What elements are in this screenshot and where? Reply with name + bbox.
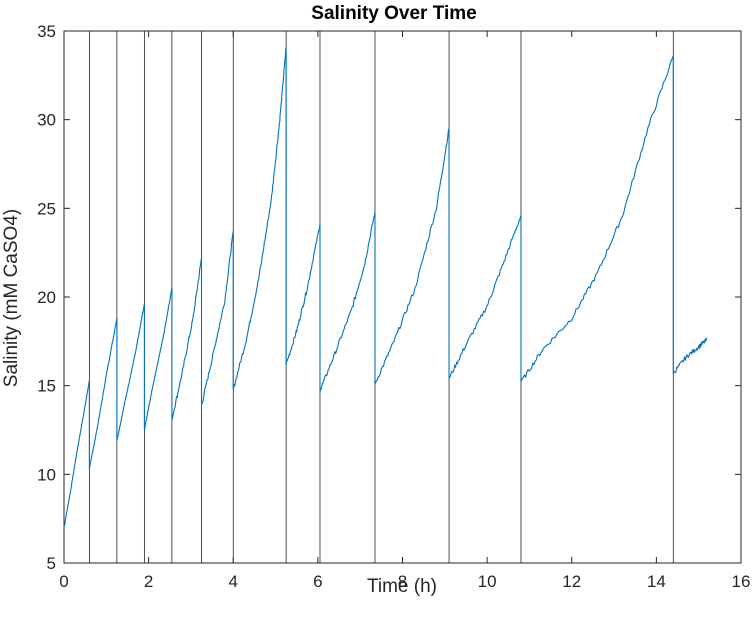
series-segment-0 <box>63 380 90 528</box>
series-segment-6 <box>232 46 287 390</box>
y-tick-label-15: 15 <box>37 377 56 396</box>
x-tick-label-6: 6 <box>313 572 322 591</box>
x-tick-label-10: 10 <box>478 572 497 591</box>
series-segment-10 <box>448 215 522 379</box>
plot-area: 0 2 4 6 8 10 12 14 16 5 10 15 20 25 30 35 <box>37 22 750 591</box>
y-tick-label-20: 20 <box>37 288 56 307</box>
series-segment-5 <box>200 231 234 406</box>
axes-box <box>63 30 742 564</box>
y-tick-label-35: 35 <box>37 22 56 41</box>
x-tick-label-14: 14 <box>647 572 666 591</box>
y-tick-label-30: 30 <box>37 111 56 130</box>
series-segment-2 <box>116 303 145 441</box>
series-segment-8 <box>319 211 376 392</box>
x-tick-label-8: 8 <box>398 572 407 591</box>
y-tick-label-5: 5 <box>47 554 56 573</box>
y-tick-label-10: 10 <box>37 465 56 484</box>
x-tick-label-2: 2 <box>144 572 153 591</box>
series-segment-3 <box>143 287 173 431</box>
y-axis-label: Salinity (mM CaSO4) <box>1 209 22 387</box>
series-segment-1 <box>88 318 118 470</box>
x-axis-label: Time (h) <box>367 576 437 597</box>
x-tick-label-12: 12 <box>562 572 581 591</box>
x-tick-label-16: 16 <box>732 572 751 591</box>
series-segment-7 <box>285 224 321 365</box>
series-segment-4 <box>171 257 203 420</box>
series-segment-11 <box>520 55 674 383</box>
x-tick-label-0: 0 <box>59 572 68 591</box>
x-tick-label-4: 4 <box>229 572 238 591</box>
y-tick-label-25: 25 <box>37 199 56 218</box>
chart-title: Salinity Over Time <box>311 3 476 24</box>
series-segment-12 <box>672 337 708 374</box>
series-segment-9 <box>374 128 450 385</box>
